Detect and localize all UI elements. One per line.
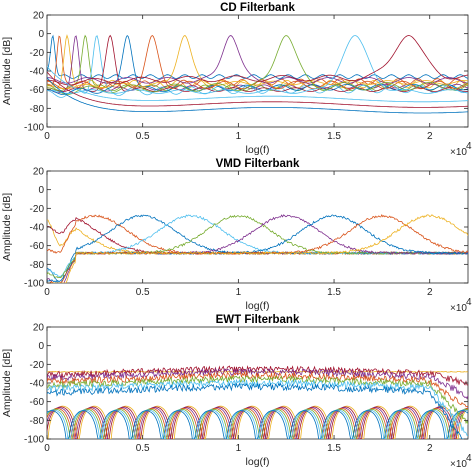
x-tick-label: 1 — [236, 443, 242, 454]
y-tick-label: -60 — [30, 397, 45, 408]
y-tick-label: -80 — [30, 260, 45, 271]
series-line-10 — [47, 367, 468, 400]
plot-area — [46, 14, 469, 128]
y-axis-label: Amplitude [dB] — [1, 37, 13, 105]
y-tick-label: -80 — [30, 104, 45, 115]
y-tick-label: -20 — [30, 360, 45, 371]
y-tick-label: -20 — [30, 48, 45, 59]
series-line-13 — [47, 35, 468, 94]
x-tick-label: 0 — [44, 131, 50, 142]
series-group — [47, 214, 468, 283]
y-tick-label: 20 — [33, 11, 45, 22]
series-group — [47, 34, 468, 114]
series-line-7 — [47, 410, 468, 439]
x-axis-label: log(f) — [246, 300, 270, 312]
y-tick-label: -100 — [24, 123, 44, 134]
x-tick-label: 2 — [427, 131, 433, 142]
x-tick-label: 2 — [427, 443, 433, 454]
y-tick-label: -60 — [30, 85, 45, 96]
x-exponent-power: 4 — [466, 141, 472, 152]
x-tick-label: 1 — [236, 131, 242, 142]
x-tick-label: 0.5 — [136, 287, 150, 298]
chart-title: EWT Filterbank — [216, 314, 300, 326]
y-tick-label: 20 — [33, 323, 45, 334]
series-line-13 — [47, 378, 468, 437]
y-tick-label: 0 — [38, 185, 44, 196]
series-group — [47, 365, 468, 439]
x-tick-label: 2 — [427, 287, 433, 298]
plot-area — [46, 170, 469, 284]
series-line-16 — [47, 71, 468, 108]
x-axis-label: log(f) — [246, 144, 270, 156]
series-line-10 — [47, 35, 468, 90]
chart-title: CD Filterbank — [220, 2, 295, 14]
y-tick-label: -20 — [30, 204, 45, 215]
x-tick-label: 0.5 — [136, 443, 150, 454]
chart-title: VMD Filterbank — [216, 158, 300, 170]
series-line-9 — [47, 365, 468, 386]
series-line-6 — [47, 35, 468, 98]
y-tick-label: 0 — [38, 341, 44, 352]
x-exponent-label: ×10 — [450, 459, 467, 469]
y-tick-label: -100 — [24, 279, 44, 290]
series-line-14 — [47, 35, 468, 86]
series-line-11 — [47, 370, 468, 408]
y-axis-label: Amplitude [dB] — [1, 349, 13, 417]
y-tick-label: -60 — [30, 241, 45, 252]
x-exponent-power: 4 — [466, 453, 472, 464]
series-line-15 — [47, 66, 468, 103]
x-tick-label: 1 — [236, 287, 242, 298]
y-tick-label: -40 — [30, 67, 45, 78]
x-tick-label: 1.5 — [327, 131, 341, 142]
series-line-1 — [47, 405, 468, 439]
x-tick-label: 0 — [44, 287, 50, 298]
y-tick-label: -40 — [30, 379, 45, 390]
x-tick-label: 1.5 — [327, 443, 341, 454]
series-line-14 — [47, 382, 468, 439]
x-tick-label: 0 — [44, 443, 50, 454]
y-tick-label: 20 — [33, 167, 45, 178]
x-tick-label: 1.5 — [327, 287, 341, 298]
x-exponent-label: ×10 — [450, 303, 467, 314]
y-axis-label: Amplitude [dB] — [1, 193, 13, 261]
y-tick-label: -100 — [24, 435, 44, 446]
x-exponent-power: 4 — [466, 297, 472, 308]
y-tick-label: -40 — [30, 223, 45, 234]
series-line-17 — [47, 77, 468, 114]
x-tick-label: 0.5 — [136, 131, 150, 142]
x-exponent-label: ×10 — [450, 147, 467, 158]
series-line-11 — [47, 35, 468, 84]
y-tick-label: 0 — [38, 29, 44, 40]
y-tick-label: -80 — [30, 416, 45, 427]
x-axis-label: log(f) — [246, 456, 270, 468]
series-line-10 — [47, 214, 468, 283]
